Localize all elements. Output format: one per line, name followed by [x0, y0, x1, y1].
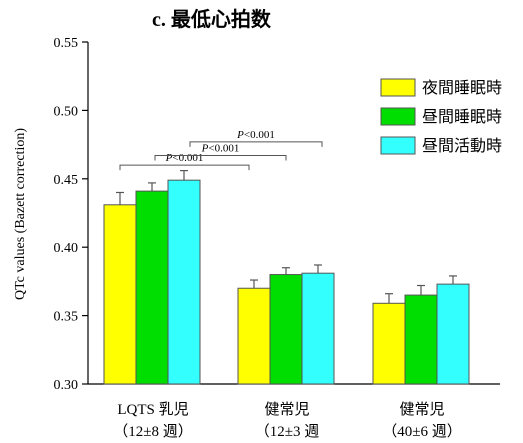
- y-tick-label: 0.30: [54, 378, 79, 393]
- y-tick-label: 0.35: [54, 310, 79, 325]
- significance-bracket: [154, 155, 287, 161]
- significance-label: P<0.001: [236, 129, 275, 141]
- x-category-label: LQTS 乳児: [117, 401, 188, 418]
- bar: [301, 272, 335, 385]
- legend-label: 夜間睡眠時: [422, 79, 502, 97]
- plot-area: 0.300.350.400.450.500.55P<0.001P<0.001P<…: [54, 36, 500, 393]
- chart-title: c. 最低心拍数: [152, 7, 272, 31]
- bar: [237, 287, 271, 385]
- bar: [103, 204, 137, 385]
- y-tick-label: 0.55: [54, 36, 79, 51]
- x-category-sublabel: （40±6 週）: [382, 423, 461, 440]
- significance-label: P<0.001: [201, 143, 240, 155]
- x-category-label: 健常児: [264, 401, 309, 418]
- x-category-label: 健常児: [399, 401, 444, 418]
- y-tick-label: 0.45: [54, 173, 79, 188]
- significance-bracket: [189, 141, 323, 147]
- bar: [372, 302, 406, 385]
- bar: [167, 179, 201, 385]
- legend-swatch: [380, 136, 416, 155]
- significance-label: P<0.001: [165, 152, 204, 164]
- x-category-sublabel: （12±3 週: [255, 423, 319, 440]
- legend-swatch: [380, 107, 416, 126]
- legend-label: 昼間睡眠時: [422, 108, 502, 126]
- bar: [269, 274, 303, 385]
- bar: [135, 190, 169, 385]
- bar: [404, 294, 438, 385]
- legend-swatch: [380, 78, 416, 97]
- y-tick-label: 0.40: [54, 241, 79, 256]
- bar: [436, 283, 470, 385]
- y-axis-label: QTc values (Bazett correction): [13, 128, 28, 300]
- legend-label: 昼間活動時: [422, 137, 502, 155]
- x-category-sublabel: （12±8 週）: [113, 423, 192, 440]
- y-tick-label: 0.50: [54, 104, 79, 119]
- significance-bracket: [119, 164, 250, 171]
